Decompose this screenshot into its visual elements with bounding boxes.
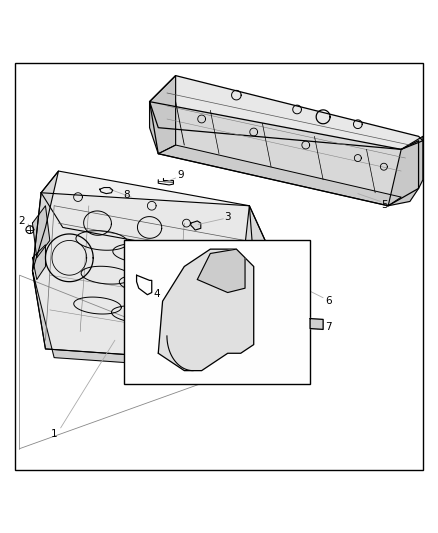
Polygon shape (41, 171, 271, 262)
Text: 8: 8 (124, 190, 130, 200)
Polygon shape (150, 76, 176, 154)
Polygon shape (158, 249, 254, 370)
Polygon shape (32, 193, 254, 362)
Polygon shape (158, 145, 401, 206)
Text: 9: 9 (178, 171, 184, 180)
Text: 5: 5 (381, 200, 389, 210)
Polygon shape (254, 327, 271, 362)
Text: 7: 7 (325, 322, 332, 332)
Polygon shape (150, 102, 419, 206)
Polygon shape (310, 319, 323, 329)
Polygon shape (388, 136, 423, 206)
Polygon shape (32, 271, 254, 370)
Text: 6: 6 (325, 296, 332, 306)
Text: 4: 4 (154, 289, 161, 299)
Polygon shape (232, 206, 271, 362)
Polygon shape (241, 266, 271, 319)
Polygon shape (191, 221, 201, 230)
Text: 1: 1 (51, 429, 57, 439)
Polygon shape (150, 76, 423, 149)
Polygon shape (32, 206, 50, 258)
Polygon shape (32, 171, 59, 271)
Bar (124, 240, 310, 384)
Polygon shape (137, 275, 152, 295)
Text: 2: 2 (18, 216, 25, 226)
Text: 3: 3 (224, 212, 231, 222)
Polygon shape (32, 245, 46, 279)
Polygon shape (197, 249, 245, 293)
